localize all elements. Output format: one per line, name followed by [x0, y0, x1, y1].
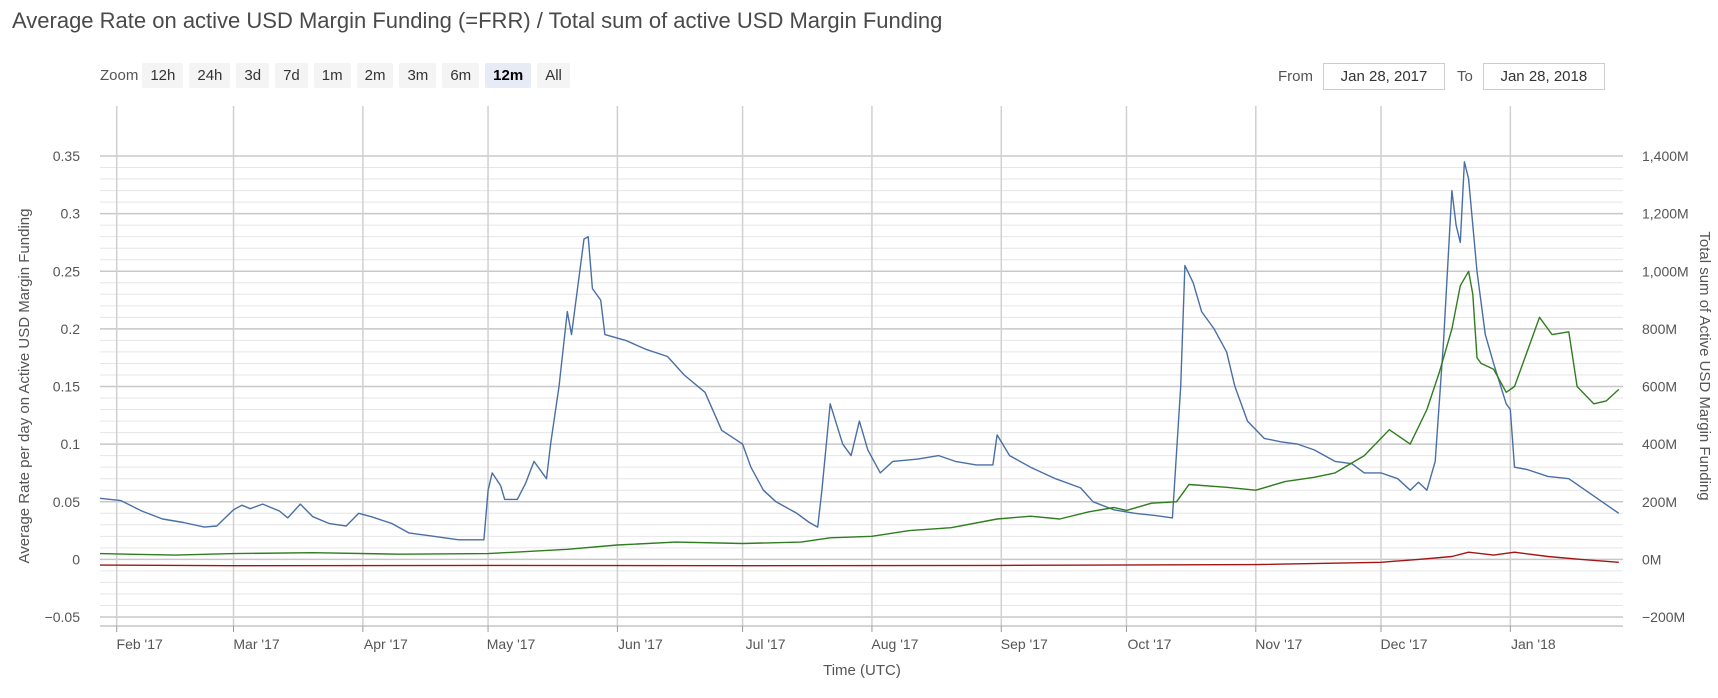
y-tick-label: −0.05 [45, 609, 81, 625]
x-tick-label: Aug '17 [871, 636, 918, 652]
y2-tick-label: 1,200M [1642, 206, 1689, 222]
y2-tick-label: 200M [1642, 494, 1677, 510]
y2-tick-label: −200M [1642, 609, 1685, 625]
zoom-3d-button[interactable]: 3d [236, 62, 270, 88]
x-tick-label: Sep '17 [1001, 636, 1048, 652]
y2-tick-label: 800M [1642, 321, 1677, 337]
x-tick-label: May '17 [487, 636, 536, 652]
series-line-0 [99, 161, 1620, 541]
x-tick-label: Dec '17 [1380, 636, 1427, 652]
zoom-3m-button[interactable]: 3m [399, 62, 437, 88]
y2-tick-label: 1,000M [1642, 263, 1689, 279]
x-tick-label: Jun '17 [618, 636, 663, 652]
zoom-1m-button[interactable]: 1m [313, 62, 351, 88]
x-tick-label: Mar '17 [233, 636, 279, 652]
range-from-input[interactable]: Jan 28, 2017 [1323, 62, 1445, 90]
x-tick-label: Apr '17 [364, 636, 408, 652]
x-tick-label: Jul '17 [746, 636, 786, 652]
y-tick-label: 0.15 [53, 379, 80, 395]
x-axis-title: Time (UTC) [823, 662, 901, 679]
y-tick-label: 0 [72, 551, 80, 567]
range-from: From Jan 28, 2017 [1278, 62, 1445, 90]
y-tick-label: 0.1 [61, 436, 81, 452]
page-title: Average Rate on active USD Margin Fundin… [12, 8, 943, 33]
range-to-label: To [1457, 67, 1473, 85]
y2-tick-label: 1,400M [1642, 148, 1689, 164]
zoom-7d-button[interactable]: 7d [275, 62, 308, 88]
y-tick-label: 0.25 [53, 263, 80, 279]
zoom-label: Zoom [100, 66, 139, 84]
zoom-12h-button[interactable]: 12h [142, 62, 184, 88]
y2-axis-title: Total sum of Active USD Margin Funding [1696, 231, 1713, 500]
zoom-2m-button[interactable]: 2m [356, 62, 394, 88]
y-axis-title: Average Rate per day on Active USD Margi… [16, 209, 33, 564]
y-tick-label: 0.3 [61, 206, 81, 222]
y-tick-label: 0.2 [61, 321, 81, 337]
x-tick-label: Jan '18 [1511, 636, 1556, 652]
zoom-6m-button[interactable]: 6m [442, 62, 480, 88]
range-to: To Jan 28, 2018 [1457, 62, 1605, 90]
zoom-12m-button[interactable]: 12m [485, 62, 532, 88]
range-to-input[interactable]: Jan 28, 2018 [1482, 62, 1605, 90]
zoom-all-button[interactable]: All [537, 62, 570, 88]
y2-tick-label: 0M [1642, 551, 1661, 567]
range-from-label: From [1278, 67, 1313, 85]
series-line-1 [99, 270, 1620, 556]
zoom-24h-button[interactable]: 24h [189, 62, 231, 88]
zoom-bar: Zoom 12h 24h 3d 7d 1m 2m 3m 6m 12m All [100, 60, 576, 90]
y2-tick-label: 400M [1642, 436, 1677, 452]
y2-tick-label: 600M [1642, 379, 1677, 395]
y-tick-label: 0.35 [53, 148, 80, 164]
y-tick-label: 0.05 [53, 494, 80, 510]
series-line-2 [99, 551, 1619, 567]
plot-area [100, 106, 1623, 626]
x-tick-label: Feb '17 [117, 636, 163, 652]
x-tick-label: Oct '17 [1127, 636, 1171, 652]
x-tick-label: Nov '17 [1255, 636, 1302, 652]
